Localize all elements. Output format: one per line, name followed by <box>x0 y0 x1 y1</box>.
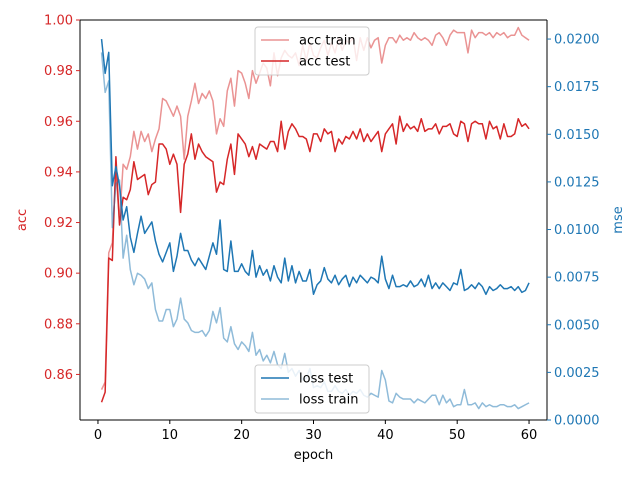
x-tick-label: 50 <box>449 428 466 443</box>
y-right-tick-label: 0.0025 <box>554 366 600 381</box>
legend-layer: acc train acc test loss test loss train <box>254 26 370 414</box>
legend-label-acc-test: acc test <box>299 55 350 70</box>
y-left-tick-label: 0.86 <box>44 368 73 383</box>
x-tick-label: 10 <box>162 428 179 443</box>
y-left-axis-title: acc <box>15 209 30 231</box>
x-axis-title: epoch <box>294 448 334 463</box>
series-line-loss-test <box>100 38 530 296</box>
y-right-axis-title: mse <box>611 206 626 233</box>
y-left-tick-label: 0.98 <box>44 64 73 79</box>
y-right-tick-label: 0.0100 <box>554 223 600 238</box>
y-left-tick-label: 0.90 <box>44 267 73 282</box>
y-right-tick-label: 0.0200 <box>554 33 600 48</box>
x-tick-label: 40 <box>377 428 394 443</box>
legend-label-acc-train: acc train <box>299 34 356 49</box>
x-tick-label: 60 <box>521 428 538 443</box>
y-right-tick-label: 0.0150 <box>554 128 600 143</box>
y-left-tick-label: 0.92 <box>44 216 73 231</box>
x-tick-label: 20 <box>233 428 250 443</box>
legend-box <box>254 26 370 76</box>
legend-upper-center: acc train acc test <box>254 26 370 76</box>
y-right-tick-label: 0.0000 <box>554 414 600 429</box>
x-tick-label: 30 <box>305 428 322 443</box>
axes-layer: 0 10 20 30 40 50 60 0.86 0.88 0.90 0.92 0.94 0.96 0.9… <box>15 14 626 464</box>
y-right-tick-label: 0.0075 <box>554 271 600 286</box>
y-left-tick-label: 0.94 <box>44 165 73 180</box>
legend-label-loss-test: loss test <box>299 372 353 387</box>
legend-label-loss-train: loss train <box>299 393 359 408</box>
y-left-tick-label: 0.88 <box>44 317 73 332</box>
x-tick-label: 0 <box>94 428 102 443</box>
legend-box <box>254 364 370 414</box>
y-left-tick-label: 1.00 <box>44 14 73 29</box>
y-right-tick-label: 0.0125 <box>554 175 600 190</box>
legend-lower-center: loss test loss train <box>254 364 370 414</box>
series-line-acc-test <box>100 115 530 403</box>
y-left-tick-label: 0.96 <box>44 115 73 130</box>
y-right-tick-label: 0.0050 <box>554 318 600 333</box>
y-right-tick-label: 0.0175 <box>554 80 600 95</box>
